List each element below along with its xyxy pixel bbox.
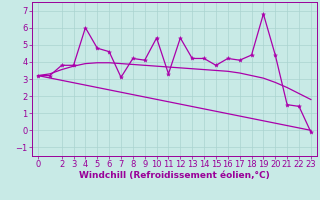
X-axis label: Windchill (Refroidissement éolien,°C): Windchill (Refroidissement éolien,°C) xyxy=(79,171,270,180)
